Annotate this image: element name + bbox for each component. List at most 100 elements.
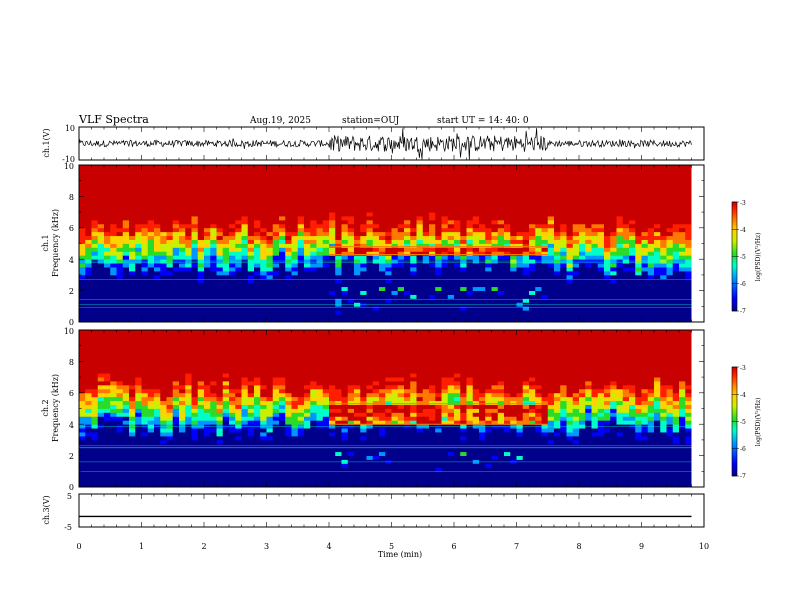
spectrogram-cell — [379, 180, 386, 186]
spectrogram-cell — [79, 306, 86, 311]
spectrogram-cell — [104, 439, 111, 445]
spectrogram-cell — [629, 310, 636, 315]
spectrogram-cell — [597, 192, 605, 197]
spectrogram-cell — [110, 223, 117, 229]
spectrogram-cell — [104, 165, 111, 170]
spectrogram-cell — [347, 208, 355, 213]
spectrogram-cell — [322, 243, 330, 248]
colorbar-ch1-ticks — [732, 201, 739, 312]
spectrogram-cell — [254, 168, 261, 174]
spectrogram-cell — [554, 267, 561, 272]
spectrogram-cell — [497, 263, 505, 268]
spectrogram-cell — [91, 223, 99, 229]
spectrogram-cell — [160, 349, 167, 354]
spectrogram-cell — [329, 219, 336, 225]
spectrogram-cell — [422, 231, 430, 237]
spectrogram-cell — [266, 223, 274, 229]
spectrogram-cell — [591, 204, 599, 209]
spectrogram-cell — [597, 255, 605, 260]
spectrogram-cell — [616, 196, 624, 201]
spectrogram-cell — [466, 294, 474, 299]
spectrogram-cell — [141, 176, 149, 182]
spectrogram-cell — [572, 247, 580, 252]
spectrogram-cell — [216, 290, 224, 295]
spectrogram-cell — [485, 255, 492, 260]
spectrogram-cell — [197, 223, 205, 229]
spectrogram-cell — [647, 278, 655, 284]
spectrogram-cell — [97, 200, 105, 205]
spectrogram-cell — [260, 306, 267, 311]
spectrogram-cell — [622, 176, 630, 182]
spectrogram-cell — [279, 235, 286, 240]
spectrogram-cell — [135, 274, 142, 280]
spectrogram-cell — [372, 184, 380, 189]
spectrogram-cell — [529, 192, 536, 197]
spectrogram-cell — [379, 192, 386, 197]
spectrogram-cell — [416, 208, 424, 213]
spectrogram-cell — [197, 176, 205, 182]
spectrogram-cell — [429, 184, 436, 189]
spectrogram-cell — [254, 282, 261, 288]
spectrogram-cell — [529, 310, 536, 315]
spectrogram-cell — [547, 298, 555, 303]
spectrogram-cell — [260, 227, 267, 233]
spectrogram-cell — [466, 188, 474, 193]
spectrogram-cell — [266, 180, 274, 186]
spectrogram-cell — [504, 286, 511, 292]
spectrogram-cell — [429, 274, 436, 280]
spectrogram-cell — [147, 361, 155, 366]
spectrogram-cell — [485, 270, 492, 276]
spectrogram-cell — [397, 231, 405, 237]
spectrogram-cell — [360, 231, 367, 237]
spectrogram-cell — [122, 463, 130, 468]
spectrogram-cell — [97, 172, 105, 178]
spectrogram-cell — [416, 294, 424, 299]
spectrogram-cell — [191, 278, 199, 284]
spectrogram-cell — [654, 216, 661, 221]
spectrogram-cell — [322, 310, 330, 315]
spectrogram-cell — [254, 176, 261, 182]
spectrogram-cell — [404, 278, 411, 284]
spectrogram-cell — [679, 274, 686, 280]
spectrogram-cell — [135, 388, 142, 394]
spectrogram-cell — [466, 278, 474, 284]
spectrogram-cell — [341, 227, 349, 233]
spectrogram-cell — [179, 188, 186, 193]
spectrogram-cell — [135, 333, 142, 339]
spectrogram-cell — [210, 188, 217, 193]
spectrogram-cell — [304, 200, 311, 205]
spectrogram-cell — [672, 290, 680, 295]
spectrogram-cell — [160, 463, 167, 468]
spectrogram-cell — [591, 243, 599, 248]
spectrogram-cell — [372, 223, 380, 229]
spectrogram-cell — [179, 168, 186, 174]
spectrogram-cell — [116, 357, 124, 362]
spectrogram-cell — [260, 184, 267, 189]
spectrogram-cell — [179, 341, 186, 347]
spectrogram-cell — [247, 286, 255, 292]
spectrogram-cell — [660, 208, 667, 213]
spectrogram-cell — [197, 310, 205, 315]
spectrogram-cell — [366, 270, 374, 276]
spectrogram-cell — [141, 435, 149, 441]
spectrogram-cell — [391, 196, 399, 201]
spectrogram-cell — [185, 483, 192, 488]
spectrogram-cell — [147, 204, 155, 209]
spectrogram-cell — [197, 373, 205, 378]
spectrogram-cell — [147, 318, 155, 323]
spectrogram-cell — [291, 168, 299, 174]
spectrogram-cell — [385, 192, 392, 197]
spectrogram-cell — [135, 200, 142, 205]
spectrogram-cell — [247, 184, 255, 189]
spectrogram-cell — [241, 251, 249, 256]
spectrogram-cell — [216, 306, 224, 311]
spectrogram-cell — [129, 341, 136, 347]
spectrogram-cell — [572, 294, 580, 299]
spectrogram-cell — [110, 353, 117, 358]
spectrogram-cell — [197, 219, 205, 225]
spectrogram-cell — [197, 471, 205, 476]
spectrogram-cell — [241, 192, 249, 197]
spectrogram-cell — [141, 330, 149, 335]
spectrogram-ch1-ticks — [78, 164, 705, 323]
spectrogram-cell — [285, 282, 292, 288]
